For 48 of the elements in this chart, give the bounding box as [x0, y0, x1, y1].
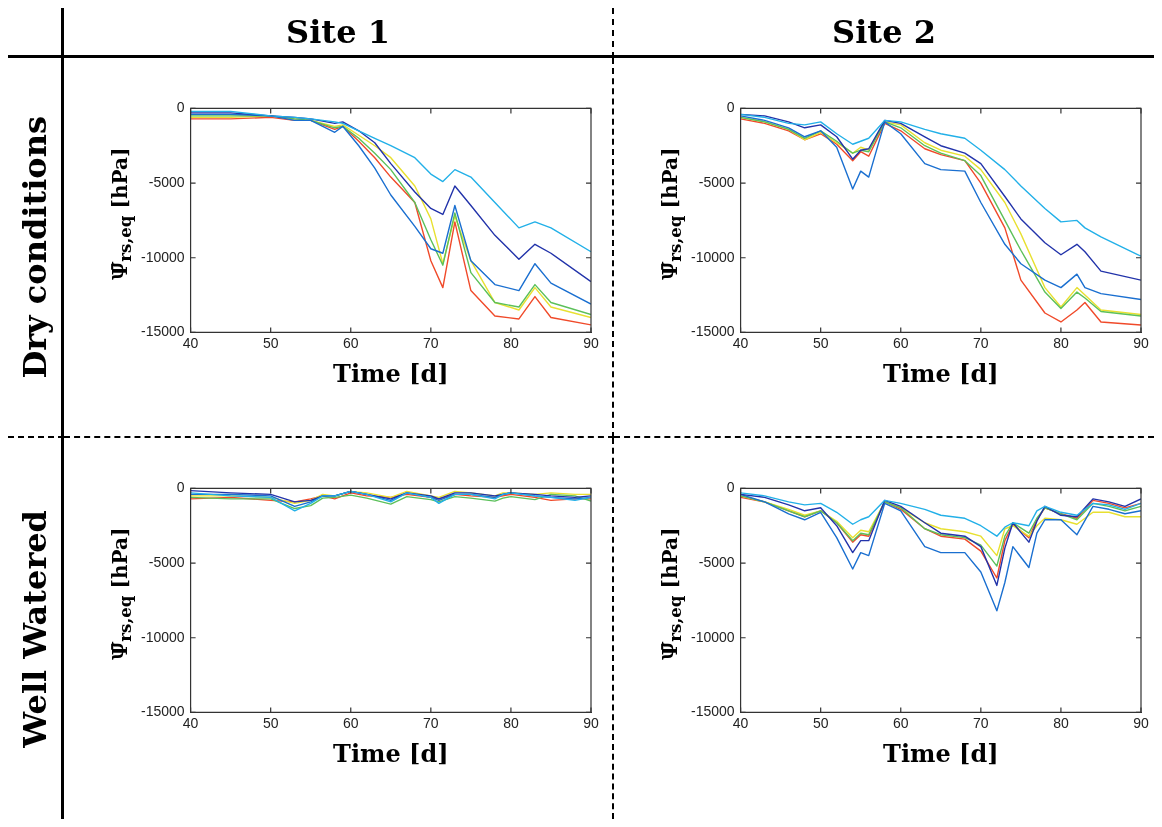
x-tick-label: 80: [1053, 714, 1069, 731]
y-tick-label: -10000: [141, 628, 185, 645]
x-axis-title: Time [d]: [333, 358, 449, 388]
y-tick-label: -5000: [148, 553, 185, 570]
y-tick-label: -10000: [691, 248, 735, 265]
x-tick-label: 80: [503, 714, 519, 731]
text: Dry conditions: [15, 115, 54, 379]
y-tick-label: -5000: [698, 173, 735, 190]
x-tick-label: 70: [423, 714, 439, 731]
y-tick-label: 0: [726, 479, 735, 496]
x-tick-label: 60: [342, 714, 359, 731]
y-tick-label: -5000: [148, 173, 185, 190]
x-tick-label: 90: [1133, 334, 1149, 351]
x-tick-label: 90: [583, 334, 599, 351]
text: Well Watered: [15, 509, 54, 748]
y-tick-label: -5000: [698, 553, 735, 570]
x-axis-title: Time [d]: [333, 738, 449, 768]
x-tick-label: 50: [262, 714, 279, 731]
x-tick-label: 70: [423, 334, 439, 351]
y-tick-label: -15000: [691, 323, 735, 340]
x-tick-label: 70: [973, 714, 989, 731]
x-tick-label: 50: [262, 334, 279, 351]
x-tick-label: 70: [973, 334, 989, 351]
y-tick-label: -10000: [141, 248, 185, 265]
x-tick-label: 40: [732, 714, 749, 731]
x-tick-label: 40: [182, 334, 199, 351]
x-axis-title: Time [d]: [883, 738, 999, 768]
x-tick-label: 50: [812, 714, 829, 731]
x-tick-label: 40: [732, 334, 749, 351]
x-tick-label: 80: [503, 334, 519, 351]
x-tick-label: 50: [812, 334, 829, 351]
y-tick-label: 0: [176, 479, 185, 496]
x-tick-label: 40: [182, 714, 199, 731]
x-tick-label: 90: [1133, 714, 1149, 731]
chart-title: Site 2: [614, 8, 1154, 58]
x-tick-label: 90: [583, 714, 599, 731]
x-tick-label: 60: [342, 334, 359, 351]
x-axis-title: Time [d]: [883, 358, 999, 388]
y-tick-label: -15000: [141, 323, 185, 340]
y-tick-label: 0: [176, 99, 185, 116]
x-tick-label: 60: [892, 334, 909, 351]
x-tick-label: 80: [1053, 334, 1069, 351]
chart-title: Site 1: [64, 8, 614, 58]
y-tick-label: -10000: [691, 628, 735, 645]
x-tick-label: 60: [892, 714, 909, 731]
y-tick-label: 0: [726, 99, 735, 116]
y-tick-label: -15000: [141, 703, 185, 720]
y-tick-label: -15000: [691, 703, 735, 720]
